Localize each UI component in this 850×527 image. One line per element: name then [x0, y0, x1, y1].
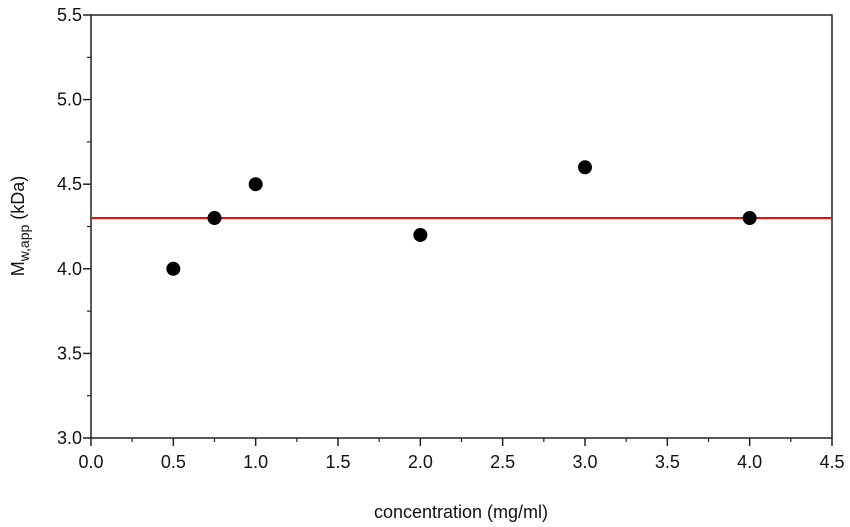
data-point — [413, 227, 428, 242]
plot-area — [90, 14, 833, 439]
data-point — [742, 211, 757, 226]
y-tick-label: 3.0 — [57, 428, 82, 448]
y-tick-label: 3.5 — [57, 343, 82, 363]
data-point — [166, 261, 181, 276]
x-tick-label: 0.0 — [78, 452, 103, 472]
data-marks — [91, 160, 832, 276]
x-tick-label: 2.0 — [408, 452, 433, 472]
x-tick-label: 3.5 — [655, 452, 680, 472]
data-point — [248, 177, 263, 192]
y-axis-title: Mw,app (kDa) — [8, 176, 32, 277]
y-axis-title-suffix: (kDa) — [8, 176, 28, 225]
x-tick-label: 1.5 — [325, 452, 350, 472]
y-tick-label: 5.5 — [57, 5, 82, 25]
x-axis: 0.0 0.5 1.0 1.5 2.0 2.5 3.0 3.5 4.0 4.5 — [78, 438, 845, 472]
data-point — [207, 211, 222, 226]
x-axis-title: concentration (mg/ml) — [374, 502, 548, 522]
x-tick-label: 0.5 — [161, 452, 186, 472]
plot-frame — [90, 14, 833, 439]
x-tick-label: 3.0 — [572, 452, 597, 472]
y-tick-label: 4.5 — [57, 174, 82, 194]
x-tick-label: 1.0 — [243, 452, 268, 472]
y-axis-title-subscript: w,app — [16, 224, 32, 262]
x-tick-label: 4.5 — [819, 452, 844, 472]
data-point — [578, 160, 592, 175]
y-tick-label: 5.0 — [57, 90, 82, 110]
x-tick-label: 4.0 — [737, 452, 762, 472]
y-tick-label: 4.0 — [57, 259, 82, 279]
x-tick-label: 2.5 — [490, 452, 515, 472]
y-axis: 3.0 3.5 4.0 4.5 5.0 5.5 — [57, 5, 91, 448]
y-axis-title-main: M — [8, 261, 28, 276]
